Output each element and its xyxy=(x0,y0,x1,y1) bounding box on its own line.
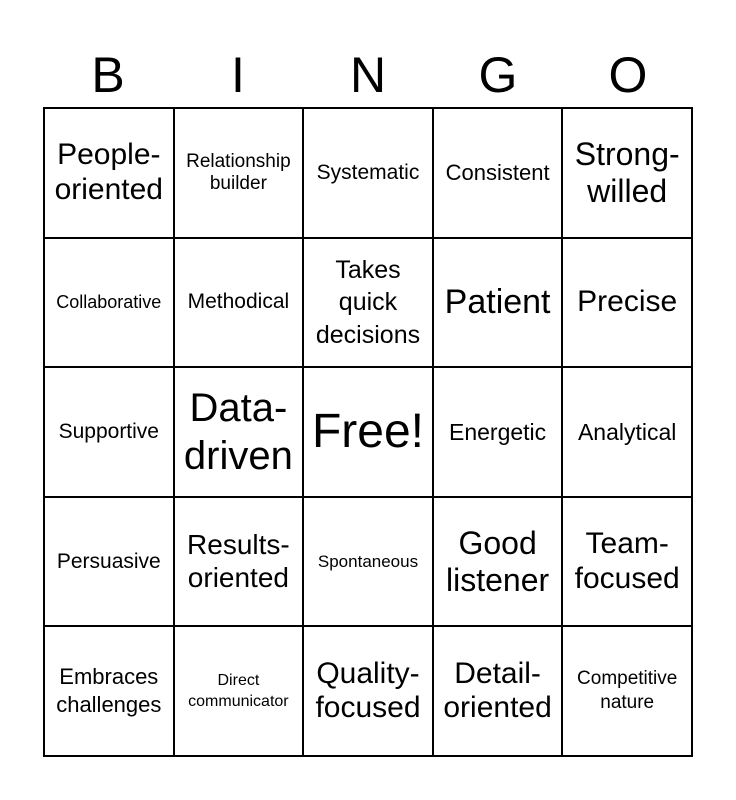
bingo-cell[interactable]: Energetic xyxy=(432,367,563,497)
bingo-cell[interactable]: Analytical xyxy=(562,367,692,497)
bingo-cell[interactable]: Systematic xyxy=(303,108,433,238)
bingo-cell[interactable]: People-oriented xyxy=(44,108,174,238)
header-letter-n: N xyxy=(349,47,387,103)
bingo-cell[interactable]: Data-driven xyxy=(173,367,304,497)
bingo-grid: People-oriented Relationship builder Sys… xyxy=(43,107,693,757)
bingo-cell[interactable]: Embraces challenges xyxy=(44,626,174,756)
bingo-cell[interactable]: Supportive xyxy=(44,367,174,497)
bingo-cell[interactable]: Strong-willed xyxy=(562,108,692,238)
bingo-cell[interactable]: Spontaneous xyxy=(303,496,433,627)
header-letter-g: G xyxy=(478,47,518,103)
bingo-cell[interactable]: Persuasive xyxy=(44,496,174,627)
header-letter-b: B xyxy=(91,47,125,103)
bingo-cell[interactable]: Collaborative xyxy=(44,237,174,368)
bingo-cell[interactable]: Results-oriented xyxy=(173,496,304,627)
header-letter-i: I xyxy=(231,47,245,103)
bingo-cell[interactable]: Relationship builder xyxy=(173,108,304,238)
bingo-cell[interactable]: Direct communicator xyxy=(173,626,304,756)
bingo-cell[interactable]: Team-focused xyxy=(562,496,692,627)
bingo-cell[interactable]: Patient xyxy=(432,237,563,368)
bingo-cell[interactable]: Quality-focused xyxy=(303,626,433,756)
bingo-cell[interactable]: Precise xyxy=(562,237,692,368)
bingo-cell[interactable]: Consistent xyxy=(432,108,563,238)
bingo-cell[interactable]: Detail-oriented xyxy=(432,626,563,756)
header-letter-o: O xyxy=(608,47,648,103)
bingo-header: B I N G O xyxy=(43,44,693,106)
free-space[interactable]: Free! xyxy=(303,367,433,497)
bingo-cell[interactable]: Takes quick decisions xyxy=(303,237,433,368)
bingo-cell[interactable]: Competitive nature xyxy=(562,626,692,756)
bingo-cell[interactable]: Good listener xyxy=(432,496,563,627)
bingo-cell[interactable]: Methodical xyxy=(173,237,304,368)
